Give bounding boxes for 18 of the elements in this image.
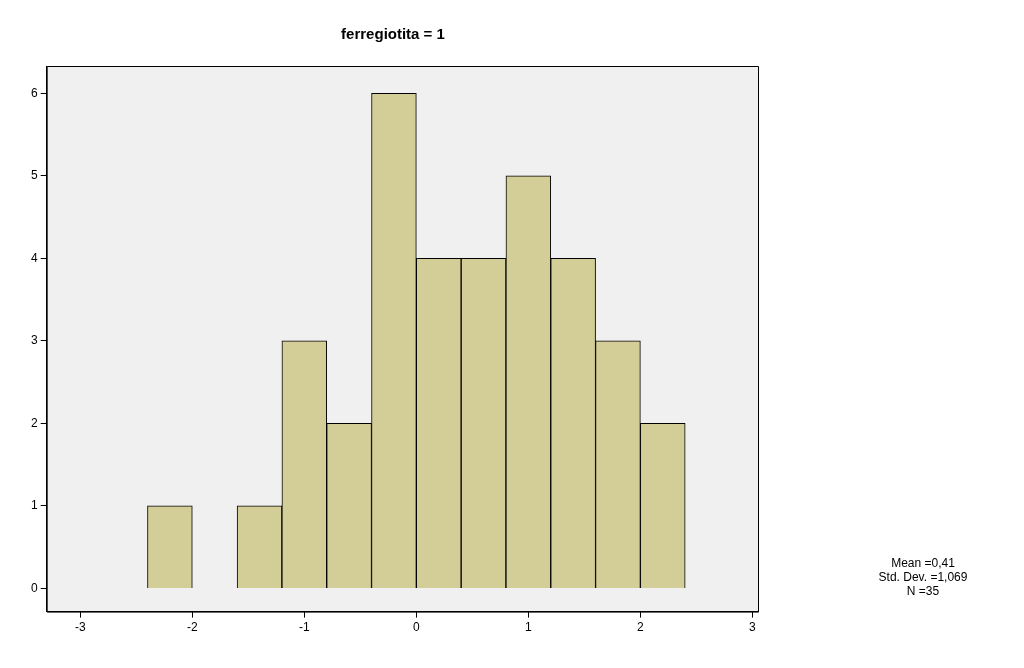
y-tick-label: 3 xyxy=(30,333,38,348)
text: Mean =0,41 xyxy=(891,555,956,570)
y-tick-label: 6 xyxy=(30,85,38,100)
x-tick-label: -3 xyxy=(74,620,86,635)
x-tick-label: 1 xyxy=(525,620,533,635)
y-tick-label: 2 xyxy=(30,415,38,430)
text: N =35 xyxy=(906,583,940,598)
y-tick-label: 0 xyxy=(30,580,38,595)
chart-title: ferregiotita = 1 xyxy=(341,25,445,43)
x-tick-label: 3 xyxy=(749,620,757,635)
text: Std. Dev. =1,069 xyxy=(878,569,968,584)
x-tick-label: 0 xyxy=(413,620,420,635)
y-tick-label: 5 xyxy=(30,168,38,183)
y-tick-label: 4 xyxy=(30,250,38,265)
x-tick-label: 2 xyxy=(637,620,645,635)
y-tick-label: 1 xyxy=(30,498,38,513)
x-tick-label: -2 xyxy=(186,620,198,635)
x-tick-label: -1 xyxy=(298,620,310,635)
